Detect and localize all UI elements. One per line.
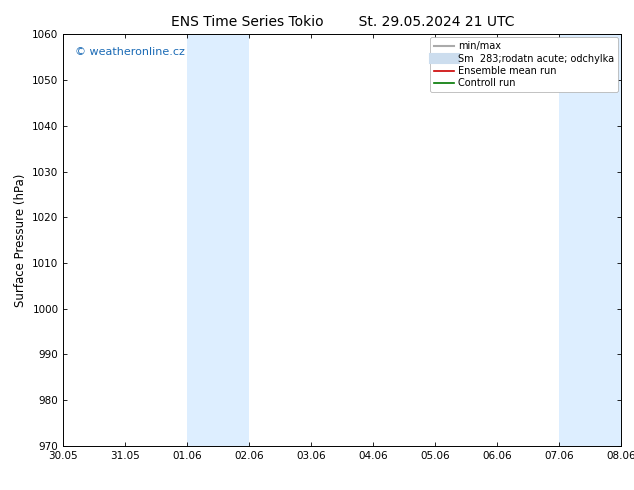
Y-axis label: Surface Pressure (hPa): Surface Pressure (hPa) [14, 173, 27, 307]
Bar [559, 34, 590, 446]
Legend: min/max, Sm  283;rodatn acute; odchylka, Ensemble mean run, Controll run: min/max, Sm 283;rodatn acute; odchylka, … [430, 37, 618, 92]
Title: ENS Time Series Tokio        St. 29.05.2024 21 UTC: ENS Time Series Tokio St. 29.05.2024 21 … [171, 15, 514, 29]
Bar [590, 34, 621, 446]
Bar [188, 34, 218, 446]
Text: © weatheronline.cz: © weatheronline.cz [75, 47, 184, 57]
Bar [218, 34, 249, 446]
